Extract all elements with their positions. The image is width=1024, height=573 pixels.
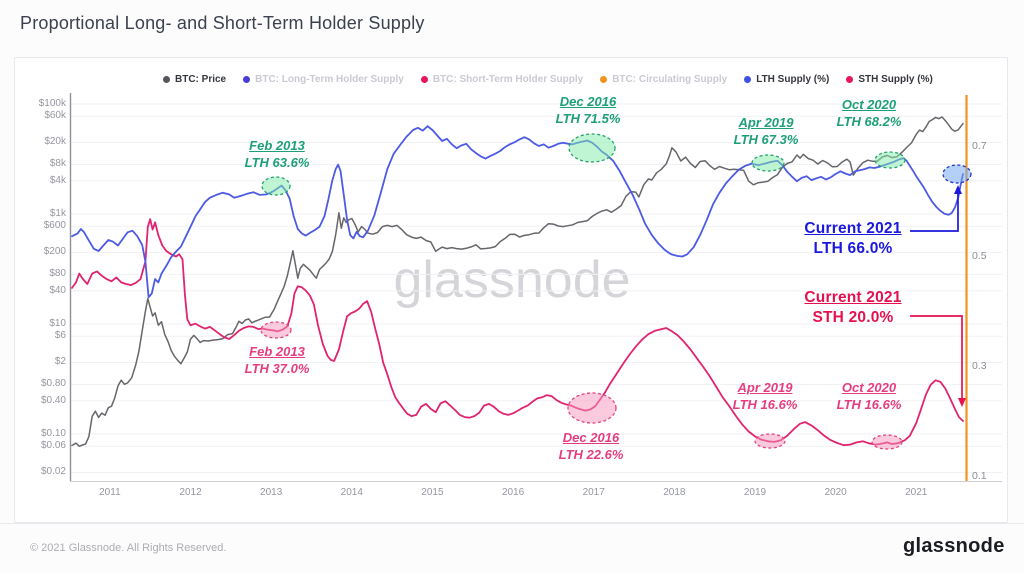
annotation-current-2021-sth-20-0: Current 2021 STH 20.0% [804,288,901,327]
legend-item-lth-supply[interactable]: LTH Supply (%) [744,74,829,85]
annotation-date: Current 2021 [804,220,902,237]
legend-item-btc-long-term-holder-supply[interactable]: BTC: Long-Term Holder Supply [243,74,404,85]
chart-legend: BTC: Price BTC: Long-Term Holder Supply BT… [163,74,933,85]
annotation-date: Current 2021 [804,289,902,306]
price-tick-label: $0.06 [40,440,66,452]
price-tick-label: $4k [49,174,66,186]
annotation-value: LTH 68.2% [836,113,902,129]
annotation-value: LTH 16.6% [732,396,798,412]
price-tick-label: $100k [38,98,66,109]
legend-label: BTC: Circulating Supply [612,74,728,85]
legend-dot-icon [243,76,251,83]
annotation-value: LTH 37.0% [244,360,310,376]
legend-dot-icon [163,76,170,83]
annotation-dec-2016-lth-71-5: Dec 2016 LTH 71.5% [556,94,621,127]
year-tick-label: 2020 [824,487,847,498]
year-tick-label: 2021 [905,487,928,498]
annotation-date: Apr 2019 [737,380,793,395]
year-tick-label: 2018 [663,487,686,498]
price-tick-label: $0.10 [40,428,66,439]
annotation-value: STH 20.0% [812,308,894,326]
annotation-date: Dec 2016 [562,430,620,445]
price-tick-label: $40 [49,284,66,296]
legend-label: BTC: Short-Term Holder Supply [432,74,584,85]
pct-tick-label: 0.5 [972,250,987,262]
annotation-value: LTH 63.6% [244,154,310,170]
legend-label: LTH Supply (%) [756,74,830,85]
price-tick-label: $0.40 [40,394,66,406]
chart-plot-area[interactable] [85,153,981,539]
annotation-dec-2016-lth-22-6: Dec 2016 LTH 22.6% [559,430,624,463]
annotation-oct-2020-lth-16-6: Oct 2020 LTH 16.6% [837,380,902,413]
annotation-feb-2013-lth-63-6: Feb 2013 LTH 63.6% [245,138,310,171]
legend-item-btc-short-term-holder-supply[interactable]: BTC: Short-Term Holder Supply [420,74,584,85]
annotation-date: Dec 2016 [559,94,617,109]
year-tick-label: 2016 [501,487,525,498]
glassnode-logo: glassnode [903,535,1005,557]
price-tick-label: $6 [54,330,66,342]
pct-tick-label: 0.3 [972,360,987,372]
legend-label: BTC: Long-Term Holder Supply [255,74,404,85]
footer-copyright: © 2021 Glassnode. All Rights Reserved. [30,542,227,554]
legend-dot-icon [600,76,608,83]
year-tick-label: 2013 [260,487,283,498]
price-tick-label: $10 [49,318,66,329]
legend-dot-icon [744,76,752,83]
annotation-date: Oct 2020 [841,97,897,112]
annotation-value: LTH 71.5% [555,110,621,126]
pct-tick-label: 0.1 [972,470,987,482]
year-tick-label: 2019 [743,487,767,498]
annotation-date: Feb 2013 [249,344,305,359]
annotation-apr-2019-lth-67-3: Apr 2019 LTH 67.3% [734,115,799,148]
price-tick-label: $2 [54,356,66,368]
annotation-feb-2013-lth-37-0: Feb 2013 LTH 37.0% [245,344,310,377]
legend-dot-icon [846,76,854,83]
annotation-value: LTH 16.6% [836,396,902,412]
year-tick-label: 2011 [99,487,121,498]
annotation-apr-2019-lth-16-6: Apr 2019 LTH 16.6% [733,380,798,413]
price-tick-label: $0.80 [40,378,66,390]
annotation-current-2021-lth-66-0: Current 2021 LTH 66.0% [804,219,901,258]
year-tick-label: 2014 [340,487,363,498]
annotation-oct-2020-lth-68-2: Oct 2020 LTH 68.2% [837,97,902,130]
glassnode-watermark: glassnode [393,251,631,309]
price-tick-label: $0.02 [40,466,66,478]
legend-dot-icon [420,76,428,83]
annotation-value: LTH 22.6% [558,446,624,462]
legend-item-sth-supply[interactable]: STH Supply (%) [846,74,933,85]
year-tick-label: 2012 [179,487,202,498]
annotation-value: LTH 66.0% [813,239,893,257]
footer-divider [0,523,1024,524]
price-tick-label: $60k [44,110,66,122]
year-tick-label: 2017 [582,487,605,498]
pct-tick-label: 0.7 [972,140,987,152]
annotation-date: Apr 2019 [738,115,794,130]
price-tick-label: $1k [49,208,66,219]
price-tick-label: $600 [43,220,66,232]
legend-label: BTC: Price [175,74,227,85]
price-tick-label: $8k [49,158,66,170]
annotation-date: Feb 2013 [249,138,305,153]
price-tick-label: $200 [43,246,66,258]
page-title: Proportional Long- and Short-Term Holder… [20,13,425,33]
annotation-value: LTH 67.3% [733,131,799,147]
legend-item-btc-price[interactable]: BTC: Price [163,74,226,85]
annotation-date: Oct 2020 [841,380,897,395]
legend-label: STH Supply (%) [858,74,933,85]
legend-item-btc-circulating-supply[interactable]: BTC: Circulating Supply [600,74,727,85]
year-tick-label: 2015 [421,487,444,498]
price-tick-label: $80 [49,268,66,280]
price-tick-label: $20k [44,136,66,148]
